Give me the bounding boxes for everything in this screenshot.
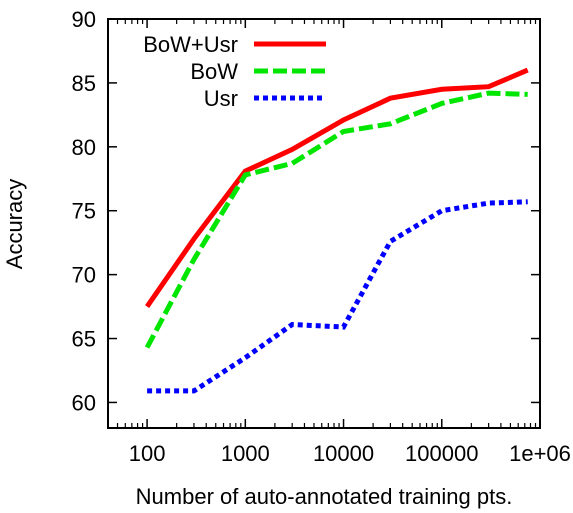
series-layer	[144, 67, 529, 394]
y-tick-label: 80	[72, 135, 96, 160]
x-axis-label: Number of auto-annotated training pts.	[136, 484, 513, 509]
x-tick-label: 100	[129, 441, 166, 466]
series-line-2	[144, 90, 528, 349]
x-tick-label: 100000	[405, 441, 478, 466]
legend-label: BoW	[190, 59, 238, 84]
x-tick-label: 10000	[313, 441, 374, 466]
legend-label: Usr	[204, 86, 238, 111]
x-tick-label: 1000	[221, 441, 270, 466]
ticks-layer: 60 65 70 75 80 85 90 100 1000 10000 100000 1e+06	[72, 7, 571, 466]
plot-frame	[107, 18, 541, 429]
y-tick-label: 75	[72, 199, 96, 224]
series-line-3	[147, 199, 528, 394]
y-tick-label: 70	[72, 263, 96, 288]
legend-label: BoW+Usr	[143, 32, 238, 57]
y-tick-label: 90	[72, 7, 96, 32]
x-tick-label: 1e+06	[509, 441, 571, 466]
y-tick-label: 60	[72, 390, 96, 415]
y-tick-label: 65	[72, 327, 96, 352]
y-tick-label: 85	[72, 71, 96, 96]
y-axis-label: Accuracy	[2, 179, 27, 269]
